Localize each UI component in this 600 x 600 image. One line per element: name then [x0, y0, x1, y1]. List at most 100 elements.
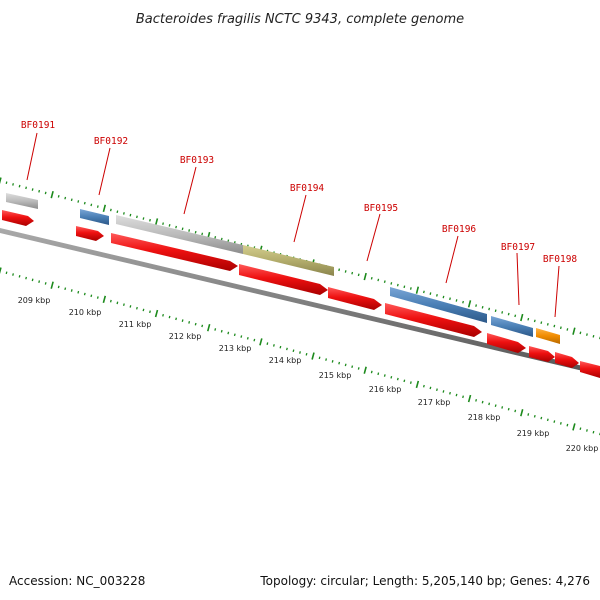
upper-tick-54 [351, 271, 354, 275]
lower-tick-82 [533, 414, 536, 418]
lower-tick-81 [527, 413, 530, 416]
lower-tick-53 [344, 363, 347, 367]
lower-tick-59 [383, 374, 386, 377]
gene-pointer-bf0195 [366, 213, 381, 262]
lower-tick-55 [357, 367, 360, 370]
cds-arrow-8[interactable] [529, 346, 555, 362]
lower-tick-89 [579, 427, 582, 431]
upper-tick-8 [50, 190, 54, 199]
upper-tick-18 [116, 210, 119, 214]
upper-tick-6 [38, 189, 41, 193]
upper-tick-78 [507, 312, 510, 316]
feature-grey-1[interactable] [6, 193, 38, 209]
kbp-label-220: 220 kbp [566, 444, 599, 453]
gene-label-bf0192[interactable]: BF0192 [94, 136, 128, 147]
upper-tick-7 [44, 191, 47, 195]
lower-tick-24 [154, 309, 159, 318]
upper-tick-66 [429, 292, 432, 295]
gene-label-bf0196[interactable]: BF0196 [442, 224, 477, 235]
lower-tick-21 [136, 306, 138, 310]
lower-tick-40 [259, 338, 263, 346]
lower-tick-49 [318, 356, 321, 360]
lower-tick-17 [109, 299, 112, 303]
lower-tick-68 [442, 390, 445, 393]
lower-tick-38 [246, 336, 249, 340]
lower-tick-58 [377, 372, 380, 376]
lower-tick-30 [194, 322, 197, 326]
upper-tick-56 [363, 272, 367, 281]
gene-label-bf0197[interactable]: BF0197 [501, 242, 535, 253]
upper-tick-74 [481, 305, 484, 309]
lower-tick-42 [272, 344, 275, 347]
feature-blue-1[interactable] [80, 209, 109, 225]
feature-blue-3[interactable] [491, 316, 533, 337]
feature-blue-2[interactable] [390, 287, 487, 323]
upper-tick-79 [514, 314, 517, 318]
lower-tick-7 [44, 282, 47, 285]
upper-tick-track [0, 177, 600, 340]
upper-tick-23 [149, 218, 151, 222]
cds-arrow-7[interactable] [487, 333, 526, 353]
lower-tick-14 [90, 294, 93, 298]
upper-tick-31 [201, 232, 204, 236]
lower-tick-1 [5, 271, 8, 275]
feature-olive[interactable] [243, 245, 334, 276]
gene-label-bf0193[interactable]: BF0193 [180, 155, 214, 166]
lower-tick-62 [403, 379, 406, 383]
lower-tick-67 [436, 388, 438, 392]
lower-tick-6 [38, 280, 41, 283]
lower-tick-10 [64, 287, 67, 291]
lower-tick-32 [206, 324, 211, 332]
upper-tick-70 [455, 299, 458, 302]
upper-tick-58 [377, 278, 380, 282]
lower-tick-23 [149, 310, 151, 314]
cds-arrow-5[interactable] [328, 287, 382, 310]
gene-label-bf0191[interactable]: BF0191 [21, 120, 56, 131]
accession-text: Accession: NC_003228 [9, 574, 146, 588]
gene-pointer-bf0191 [26, 132, 38, 181]
lower-tick-72 [467, 394, 472, 403]
gene-label-bf0195[interactable]: BF0195 [364, 203, 398, 214]
feature-grey-2[interactable] [116, 215, 243, 254]
upper-tick-19 [122, 212, 125, 215]
feature-orange[interactable] [536, 328, 560, 344]
cds-arrow-9[interactable] [555, 352, 579, 368]
cds-arrow-10[interactable] [580, 361, 600, 378]
lower-tick-60 [390, 375, 393, 379]
cds-arrow-4[interactable] [239, 264, 328, 295]
gene-label-bf0194[interactable]: BF0194 [290, 183, 325, 194]
upper-tick-85 [553, 324, 556, 328]
upper-tick-88 [572, 327, 576, 335]
upper-tick-34 [220, 237, 223, 241]
gene-pointer-bf0196 [445, 235, 459, 284]
kbp-label-210: 210 kbp [69, 308, 102, 317]
cds-arrow-2[interactable] [76, 226, 104, 241]
upper-tick-55 [357, 273, 360, 277]
lower-tick-54 [351, 365, 354, 369]
cds-arrow-6[interactable] [385, 303, 482, 337]
lower-tick-15 [96, 296, 99, 299]
upper-tick-10 [64, 196, 67, 200]
upper-tick-0 [0, 177, 2, 185]
upper-tick-25 [162, 222, 164, 225]
cds-arrow-1[interactable] [2, 210, 34, 226]
lower-tick-27 [175, 317, 178, 321]
lower-tick-2 [12, 273, 14, 276]
upper-tick-20 [129, 213, 132, 217]
lower-tick-12 [77, 290, 80, 294]
lower-tick-90 [586, 429, 588, 432]
upper-tick-61 [396, 283, 399, 287]
lower-tick-61 [396, 377, 399, 381]
kbp-label-213: 213 kbp [219, 344, 252, 353]
cds-arrow-3[interactable] [111, 233, 238, 271]
lower-tick-5 [31, 278, 34, 282]
lower-tick-44 [286, 347, 288, 351]
gene-pointer-bf0198 [554, 265, 560, 318]
upper-tick-57 [370, 276, 373, 280]
lower-tick-75 [488, 402, 491, 406]
upper-tick-63 [409, 287, 412, 290]
gene-label-bf0198[interactable]: BF0198 [543, 254, 578, 265]
lower-tick-13 [83, 292, 86, 296]
lower-tick-31 [201, 324, 204, 328]
lower-tick-50 [325, 358, 328, 361]
